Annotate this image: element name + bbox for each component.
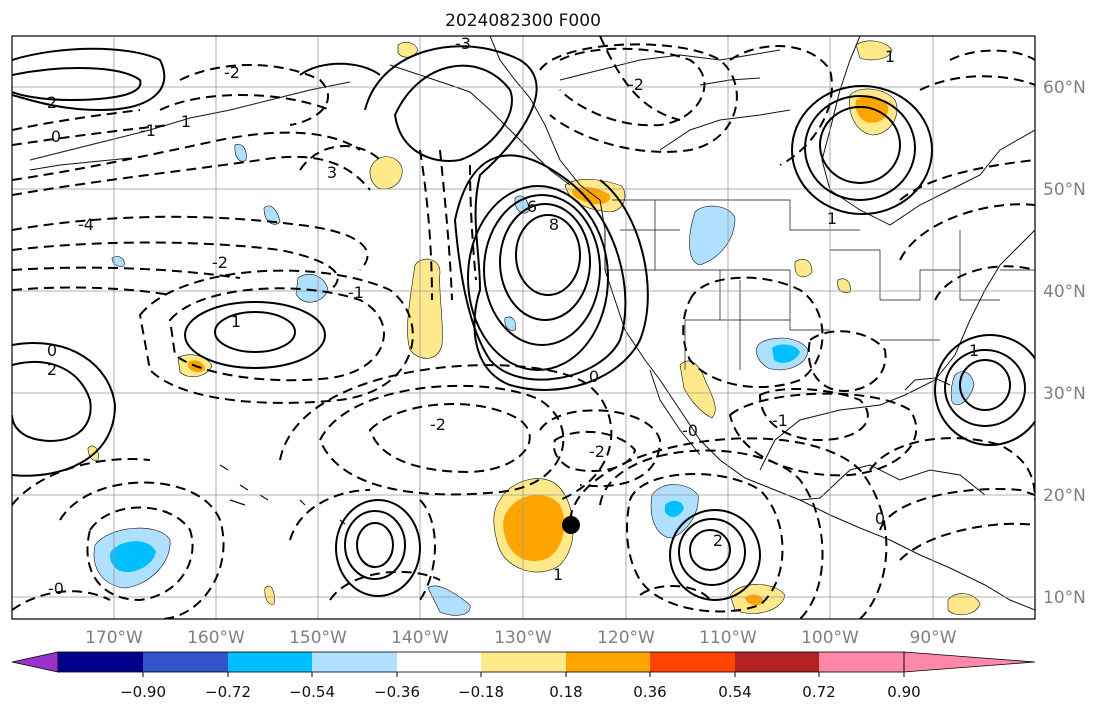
contour-label: 1 <box>885 47 895 66</box>
colorbar-segment <box>566 652 650 672</box>
longitude-labels: 170°W 160°W 150°W 140°W 130°W 120°W 110°… <box>85 628 957 648</box>
contour-label: 0 <box>47 341 57 360</box>
lat-tick-label: 50°N <box>1043 180 1086 200</box>
lon-tick-label: 90°W <box>910 628 957 648</box>
colorbar-tick-label: 0.18 <box>549 683 582 701</box>
lat-tick-label: 10°N <box>1043 588 1086 608</box>
colorbar-tick-label: −0.90 <box>120 683 166 701</box>
contour-label: -3 <box>455 34 471 53</box>
colorbar-segment <box>481 652 566 672</box>
colorbar-segment <box>228 652 312 672</box>
colorbar: −0.90 −0.72 −0.54 −0.36 −0.18 0.18 0.36 … <box>11 651 1036 701</box>
colorbar-segment <box>650 652 735 672</box>
contour-label: 8 <box>549 215 559 234</box>
lon-tick-label: 130°W <box>494 628 552 648</box>
contour-label: 6 <box>527 197 537 216</box>
contour-label: -1 <box>772 411 788 430</box>
lon-tick-label: 150°W <box>289 628 347 648</box>
contour-label: 2 <box>47 360 57 379</box>
lon-tick-label: 160°W <box>187 628 245 648</box>
contour-label: 1 <box>969 341 979 360</box>
lon-tick-label: 170°W <box>85 628 143 648</box>
colorbar-segment <box>397 652 481 672</box>
lon-tick-label: 110°W <box>699 628 757 648</box>
contour-label: 1 <box>231 312 241 331</box>
lat-tick-label: 30°N <box>1043 384 1086 404</box>
lat-tick-label: 60°N <box>1043 78 1086 98</box>
colorbar-extend-right <box>903 651 1036 673</box>
map-area: -3 -2 -1 0 1 2 3 -4 6 8 -2 1 0 -0 -1 1 2… <box>12 34 1035 619</box>
contour-label: 1 <box>181 112 191 131</box>
colorbar-extend-left <box>11 651 59 673</box>
contour-label: -2 <box>628 75 644 94</box>
solid-contours <box>12 45 1035 601</box>
colorbar-segment <box>143 652 228 672</box>
latitude-labels: 60°N 50°N 40°N 30°N 20°N 10°N <box>1043 78 1086 608</box>
contour-label: 3 <box>327 163 337 182</box>
location-marker-dot <box>562 516 580 534</box>
lon-tick-label: 140°W <box>391 628 449 648</box>
colorbar-tick-label: −0.36 <box>374 683 420 701</box>
lon-tick-label: 100°W <box>801 628 859 648</box>
contour-label: -2 <box>224 63 240 82</box>
contour-label: -2 <box>589 442 605 461</box>
colorbar-tick-label: 0.72 <box>802 683 835 701</box>
colorbar-segment <box>312 652 397 672</box>
colorbar-tick-label: −0.18 <box>458 683 504 701</box>
colorbar-segment <box>819 652 904 672</box>
dashed-contours <box>12 36 1035 619</box>
lon-tick-label: 120°W <box>597 628 655 648</box>
colorbar-tick-label: −0.72 <box>205 683 251 701</box>
colorbar-segment <box>735 652 819 672</box>
contour-label: -1 <box>140 121 156 140</box>
contour-label: -2 <box>430 415 446 434</box>
contour-labels: -3 -2 -1 0 1 2 3 -4 6 8 -2 1 0 -0 -1 1 2… <box>47 34 979 598</box>
contour-label: 0 <box>589 367 599 386</box>
contour-label: 2 <box>713 531 723 550</box>
contour-label: -0 <box>48 579 64 598</box>
colorbar-tick-label: −0.54 <box>289 683 335 701</box>
colorbar-tick-label: 0.54 <box>718 683 751 701</box>
lat-tick-label: 40°N <box>1043 282 1086 302</box>
colorbar-tick-label: 0.36 <box>633 683 666 701</box>
colorbar-tick-label: 0.90 <box>887 683 920 701</box>
contour-label: 1 <box>553 565 563 584</box>
figure-title: 2024082300 F000 <box>445 11 601 31</box>
map-frame <box>11 35 1036 620</box>
contour-label: 2 <box>47 93 57 112</box>
contour-label: 1 <box>827 209 837 228</box>
contour-label: -1 <box>348 283 364 302</box>
lat-tick-label: 20°N <box>1043 486 1086 506</box>
contour-label: -4 <box>78 215 94 234</box>
contour-label: -2 <box>212 253 228 272</box>
colorbar-segment <box>58 652 143 672</box>
state-borders <box>605 199 1035 370</box>
contour-label: 0 <box>51 127 61 146</box>
contour-label: -0 <box>682 421 698 440</box>
contour-label: 0 <box>875 509 885 528</box>
